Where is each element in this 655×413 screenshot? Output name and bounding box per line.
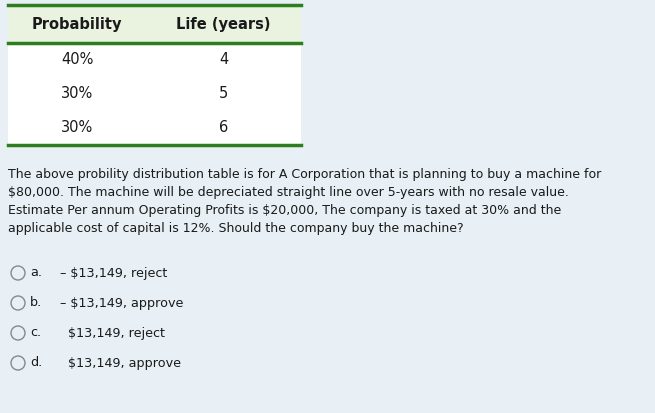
Text: applicable cost of capital is 12%. Should the company buy the machine?: applicable cost of capital is 12%. Shoul…: [8, 222, 464, 235]
Text: Life (years): Life (years): [176, 17, 271, 31]
Text: The above probility distribution table is for A Corporation that is planning to : The above probility distribution table i…: [8, 168, 601, 181]
Bar: [8, 5, 301, 145]
Text: Estimate Per annum Operating Profits is $20,000, The company is taxed at 30% and: Estimate Per annum Operating Profits is …: [8, 204, 561, 217]
Text: 40%: 40%: [61, 52, 93, 67]
Text: b.: b.: [30, 297, 43, 309]
Bar: [8, 5, 301, 43]
Text: 30%: 30%: [61, 86, 93, 102]
Text: c.: c.: [30, 327, 41, 339]
Text: Probability: Probability: [31, 17, 122, 31]
Text: d.: d.: [30, 356, 43, 370]
Text: a.: a.: [30, 266, 42, 280]
Text: $13,149, approve: $13,149, approve: [60, 356, 181, 370]
Text: 5: 5: [219, 86, 228, 102]
Text: – $13,149, reject: – $13,149, reject: [60, 266, 168, 280]
Text: $13,149, reject: $13,149, reject: [60, 327, 165, 339]
Text: $80,000. The machine will be depreciated straight line over 5-years with no resa: $80,000. The machine will be depreciated…: [8, 186, 569, 199]
Text: 6: 6: [219, 121, 228, 135]
Text: 30%: 30%: [61, 121, 93, 135]
Text: 4: 4: [219, 52, 228, 67]
Text: – $13,149, approve: – $13,149, approve: [60, 297, 183, 309]
